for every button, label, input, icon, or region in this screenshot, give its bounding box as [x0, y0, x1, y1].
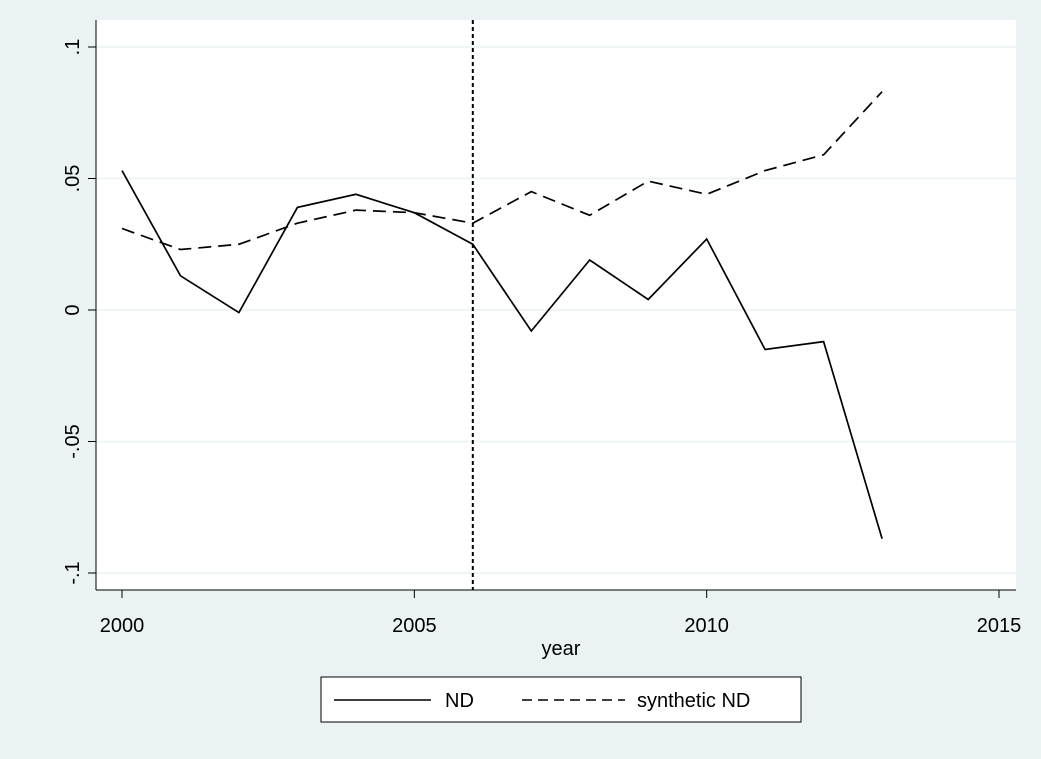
tick-marks-and-labels: -.1 -.05 0 .05 .1 2000 2005 2010 2015 [62, 39, 1021, 637]
x-axis-label: year [542, 638, 581, 660]
legend: ND synthetic ND [320, 676, 802, 723]
plot-area [96, 20, 1016, 590]
y-tick-label: 0 [62, 304, 84, 315]
axes [95, 20, 1016, 591]
y-tick-label: -.05 [62, 424, 84, 458]
y-tick-label: .05 [62, 165, 84, 193]
x-tick-label: 2010 [684, 615, 729, 637]
legend-label-synthetic-nd: synthetic ND [637, 690, 750, 712]
gridlines [96, 46, 1016, 574]
y-tick-label: .1 [62, 39, 84, 56]
x-tick-label: 2000 [100, 615, 145, 637]
series-line-nd [121, 170, 883, 540]
legend-label-nd: ND [445, 690, 474, 712]
series-line-synthetic-nd [121, 91, 883, 251]
x-tick-label: 2005 [392, 615, 437, 637]
series-lines [121, 91, 883, 540]
y-tick-label: -.1 [62, 561, 84, 584]
x-tick-label: 2015 [977, 615, 1022, 637]
